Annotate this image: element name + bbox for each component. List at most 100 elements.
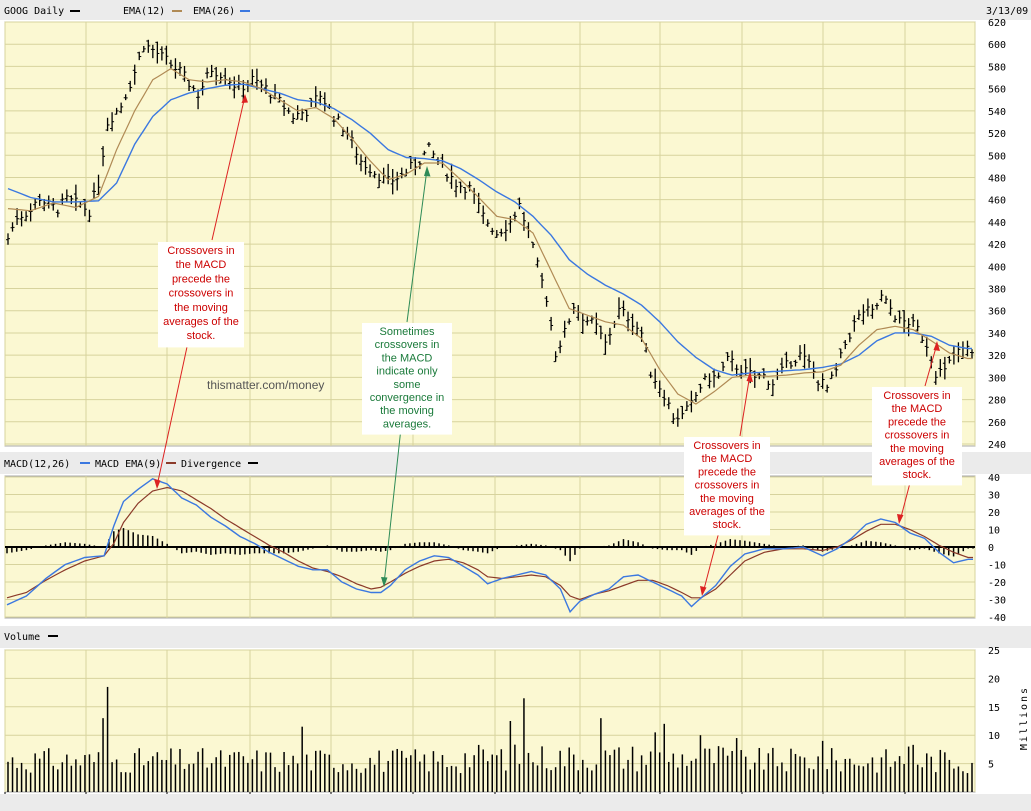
annotation-line: crossovers in	[885, 430, 950, 442]
volume-panel	[4, 649, 976, 793]
annotation-line: Crossovers in	[693, 440, 760, 452]
annotation-arrow-4a	[924, 343, 938, 387]
annotation-line: precede the	[172, 273, 230, 285]
volume-swatch	[48, 635, 58, 637]
annotation-line: the moving	[890, 443, 944, 455]
annotation-arrowhead-4b	[897, 514, 904, 524]
annotation-arrowhead-3a	[746, 372, 753, 382]
price-y-axis: 240 260 280 300 320 340 360 380 400 420 440 460 480 5…	[988, 18, 1006, 451]
y-tick-label: 360	[988, 307, 1006, 318]
annotation-arrowhead-1b	[154, 479, 161, 489]
divergence-swatch	[248, 462, 258, 464]
ema12-label: EMA(12)	[123, 6, 165, 17]
macd-signal-line	[6, 486, 973, 601]
annotation-line: precede the	[698, 466, 756, 478]
y-tick-label: 440	[988, 218, 1006, 229]
volume-label: Volume	[4, 632, 40, 643]
annotation-line: precede the	[888, 416, 946, 428]
annotation-arrowhead-3b	[700, 586, 707, 596]
y-tick-label: 15	[988, 703, 1000, 714]
annotation-line: Crossovers in	[167, 245, 234, 257]
macd-swatch	[80, 462, 90, 464]
y-tick-label: -20	[988, 578, 1006, 589]
annotation-arrow-3b	[702, 527, 721, 594]
y-tick-label: 240	[988, 440, 1006, 451]
price-legend-swatch	[70, 10, 80, 12]
annotation-line: the MACD	[382, 352, 433, 364]
annotation-arrow-1b	[156, 332, 191, 487]
y-tick-label: 620	[988, 18, 1006, 29]
annotation-arrow-2a	[406, 168, 428, 323]
y-tick-label: 0	[988, 543, 994, 554]
annotation-arrow-1a	[211, 95, 246, 241]
y-tick-label: 10	[988, 526, 1000, 537]
y-tick-label: 560	[988, 85, 1006, 96]
annotation-line: the MACD	[892, 403, 943, 415]
y-tick-label: 540	[988, 107, 1006, 118]
annotation-line: crossovers in	[695, 480, 760, 492]
annotation-line: crossovers in	[375, 339, 440, 351]
y-tick-label: 10	[988, 731, 1000, 742]
annotation-line: the moving	[174, 302, 228, 314]
y-tick-label: 25	[988, 646, 1000, 657]
annotation-line: the moving	[380, 405, 434, 417]
annotation-arrowhead-2b	[381, 577, 388, 587]
volume-y-axis: 5 10 15 20 25	[988, 646, 1000, 771]
y-tick-label: 20	[988, 674, 1000, 685]
annotation-arrows	[154, 94, 940, 596]
annotation-line: convergence in	[370, 392, 445, 404]
ema12-swatch	[172, 10, 182, 12]
macd-label: MACD(12,26)	[4, 459, 70, 470]
annotation-line: crossovers in	[169, 288, 234, 300]
y-tick-label: 40	[988, 473, 1000, 484]
y-tick-label: 300	[988, 373, 1006, 384]
annotation-line: Sometimes	[379, 326, 435, 338]
annotation-arrow-2b	[383, 427, 402, 585]
ticker-label: GOOG Daily	[4, 6, 64, 17]
volume-unit-label: Millions	[1019, 686, 1030, 750]
signal-swatch	[166, 462, 176, 464]
y-tick-label: 320	[988, 351, 1006, 362]
signal-label: MACD EMA(9)	[95, 459, 161, 470]
annotation-line: the MACD	[702, 453, 753, 465]
ema26-label: EMA(26)	[193, 6, 235, 17]
annotation-line: Crossovers in	[883, 390, 950, 402]
annotation-arrowhead-1a	[241, 94, 248, 103]
price-panel	[4, 21, 976, 447]
annotation-line: the moving	[700, 493, 754, 505]
y-tick-label: 580	[988, 62, 1006, 73]
annotation-line: averages of the	[879, 456, 955, 468]
annotation-arrowhead-4a	[933, 341, 940, 351]
y-tick-label: 380	[988, 285, 1006, 296]
y-tick-label: -10	[988, 561, 1006, 572]
y-tick-label: 480	[988, 173, 1006, 184]
annotation-arrowhead-2a	[424, 166, 431, 177]
annotation-line: some	[394, 379, 421, 391]
y-tick-label: 5	[988, 760, 994, 771]
footer-strip	[0, 794, 1031, 811]
volume-header: Volume	[0, 626, 1031, 648]
y-tick-label: -30	[988, 596, 1006, 607]
y-tick-label: 260	[988, 418, 1006, 429]
ema26-swatch	[240, 10, 250, 12]
annotation-line: averages.	[383, 418, 431, 430]
annotation-line: indicate only	[376, 366, 438, 378]
annotation-line: the MACD	[176, 259, 227, 271]
y-tick-label: -40	[988, 613, 1006, 624]
chart-date: 3/13/09	[986, 6, 1028, 17]
annotation-line: averages of the	[163, 316, 239, 328]
ema26-line	[7, 83, 972, 376]
y-tick-label: 340	[988, 329, 1006, 340]
annotation-arrow-3a	[739, 373, 751, 437]
y-tick-label: 20	[988, 508, 1000, 519]
volume-bars	[7, 686, 973, 792]
divergence-label: Divergence	[181, 459, 241, 470]
price-header: GOOG Daily EMA(12) EMA(26) 3/13/09	[0, 0, 1031, 20]
ema12-line	[7, 67, 972, 405]
macd-y-axis: -40 -30 -20 -10 0 10 20 30 40	[988, 473, 1006, 624]
annotation-box-1: Crossovers in the MACD precede the crossove…	[158, 242, 244, 348]
